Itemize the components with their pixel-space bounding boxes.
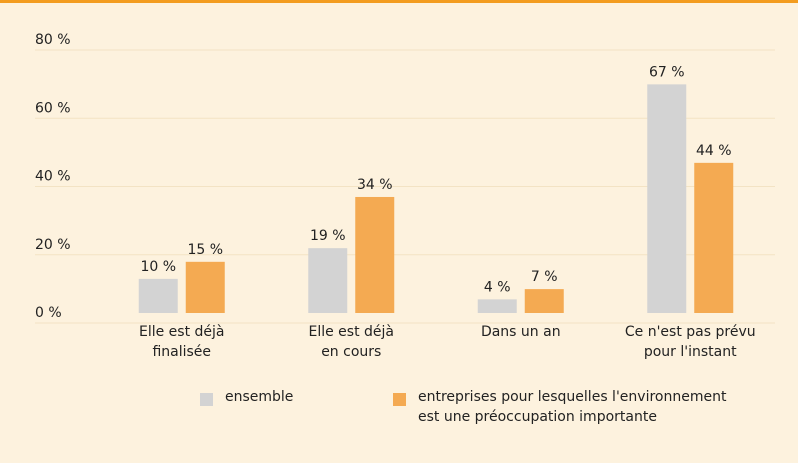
bar <box>647 84 687 313</box>
legend-label: entreprises pour lesquelles l'environnem… <box>418 389 727 425</box>
bar <box>185 261 225 313</box>
bar <box>524 289 564 313</box>
value-label: 4 % <box>484 279 511 295</box>
x-tick-label: Elle est déjà en cours <box>308 324 394 360</box>
bar <box>355 196 395 313</box>
y-tick-label: 80 % <box>35 32 71 48</box>
bar <box>138 278 178 313</box>
legend-swatch <box>393 393 406 406</box>
x-tick-label: Elle est déjà finalisée <box>138 324 225 360</box>
legend-swatch <box>200 393 213 406</box>
y-tick-label: 20 % <box>35 237 71 253</box>
y-tick-label: 60 % <box>35 100 71 116</box>
y-tick-label: 0 % <box>35 305 62 321</box>
value-label: 67 % <box>649 64 685 80</box>
x-tick-label: Ce n'est pas prévu pour l'instant <box>624 324 756 360</box>
value-label: 44 % <box>696 143 732 159</box>
x-tick-label: Dans un an <box>480 324 561 340</box>
bar <box>694 162 734 313</box>
y-tick-label: 40 % <box>35 169 71 185</box>
plot: 0 % 20 % 40 % 60 % 80 % 10 % 15 % 19 % 34 % 4 % 7 … <box>35 32 775 406</box>
value-label: 10 % <box>140 259 176 275</box>
bar <box>477 299 517 313</box>
value-label: 34 % <box>357 177 393 193</box>
value-label: 15 % <box>187 242 223 258</box>
bar <box>308 248 348 313</box>
legend-label: ensemble <box>225 389 294 405</box>
value-label: 7 % <box>531 269 558 285</box>
value-label: 19 % <box>310 228 346 244</box>
